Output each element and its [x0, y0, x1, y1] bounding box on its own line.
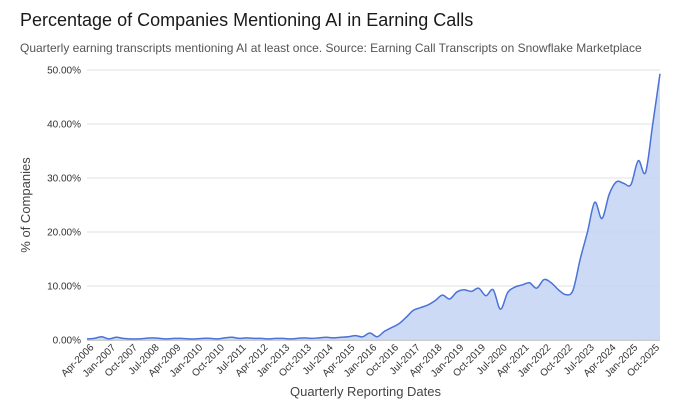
data-point — [608, 193, 611, 196]
data-point — [564, 293, 567, 296]
data-point — [579, 258, 582, 261]
data-point — [644, 171, 647, 174]
data-point — [434, 299, 437, 302]
data-point — [390, 326, 393, 329]
data-point — [332, 336, 335, 339]
data-point — [267, 338, 270, 341]
data-point — [245, 336, 248, 339]
data-point — [521, 284, 524, 287]
data-point — [543, 278, 546, 281]
data-point — [441, 294, 444, 297]
data-point — [499, 308, 502, 311]
data-point — [281, 337, 284, 340]
data-point — [412, 309, 415, 312]
data-point — [601, 217, 604, 220]
data-point — [651, 123, 654, 126]
data-point — [419, 306, 422, 309]
data-point — [318, 336, 321, 339]
chart-title: Percentage of Companies Mentioning AI in… — [20, 10, 474, 30]
data-point — [456, 291, 459, 294]
data-point — [477, 287, 480, 290]
series-line — [86, 73, 661, 340]
data-point — [550, 281, 553, 284]
data-point — [289, 338, 292, 341]
chart-subtitle: Quarterly earning transcripts mentioning… — [20, 41, 642, 55]
data-point — [158, 337, 161, 340]
data-point — [122, 337, 125, 340]
data-point — [231, 336, 234, 339]
y-axis-label: % of Companies — [18, 157, 33, 253]
data-point — [144, 337, 147, 340]
data-point — [514, 286, 517, 289]
data-point — [492, 288, 495, 291]
data-point — [202, 337, 205, 340]
y-tick-label: 30.00% — [47, 174, 81, 185]
data-point — [339, 336, 342, 339]
data-point — [86, 338, 89, 341]
data-point — [223, 336, 226, 339]
data-point — [376, 335, 379, 338]
data-point — [383, 330, 386, 333]
data-point — [405, 316, 408, 319]
data-point — [325, 336, 328, 339]
data-point — [209, 337, 212, 340]
data-point — [310, 337, 313, 340]
data-point — [361, 335, 364, 338]
x-axis-label: Quarterly Reporting Dates — [290, 384, 442, 399]
data-point — [622, 182, 625, 185]
data-point — [397, 322, 400, 325]
x-axis-ticks: Apr-2006Jan-2007Oct-2007Jul-2008Apr-2009… — [60, 342, 663, 380]
data-point — [528, 281, 531, 284]
data-point — [593, 201, 596, 204]
data-point — [107, 338, 110, 341]
data-point — [615, 180, 618, 183]
data-point — [260, 337, 263, 340]
data-point — [463, 288, 466, 291]
y-axis-ticks: 0.00% 10.00% 20.00% 30.00% 40.00% 50.00% — [47, 66, 81, 347]
data-point — [427, 304, 430, 307]
y-tick-label: 20.00% — [47, 228, 81, 239]
data-point — [586, 231, 589, 234]
y-tick-label: 50.00% — [47, 66, 81, 77]
data-point — [274, 337, 277, 340]
data-point — [194, 338, 197, 341]
data-point — [630, 183, 633, 186]
data-point — [180, 337, 183, 340]
data-point — [354, 334, 357, 337]
y-tick-label: 0.00% — [53, 336, 81, 347]
data-point — [129, 338, 132, 341]
data-point — [252, 337, 255, 340]
data-point — [136, 338, 139, 341]
data-point — [296, 337, 299, 340]
data-point — [115, 336, 118, 339]
data-point — [100, 335, 103, 338]
data-point — [165, 338, 168, 341]
data-point — [506, 291, 509, 294]
data-point — [535, 287, 538, 290]
data-point — [637, 159, 640, 162]
data-point — [173, 337, 176, 340]
data-point — [151, 336, 154, 339]
data-point — [470, 290, 473, 293]
data-point — [347, 335, 350, 338]
data-point — [368, 332, 371, 335]
data-point — [93, 337, 96, 340]
y-tick-label: 40.00% — [47, 120, 81, 131]
y-tick-label: 10.00% — [47, 282, 81, 293]
data-point — [557, 288, 560, 291]
data-point — [303, 336, 306, 339]
data-point — [572, 289, 575, 292]
data-point — [485, 294, 488, 297]
data-point — [448, 298, 451, 301]
data-point — [187, 338, 190, 341]
data-point — [659, 72, 662, 75]
data-point — [216, 338, 219, 341]
series-area-fill — [87, 73, 660, 340]
data-point — [238, 337, 241, 340]
